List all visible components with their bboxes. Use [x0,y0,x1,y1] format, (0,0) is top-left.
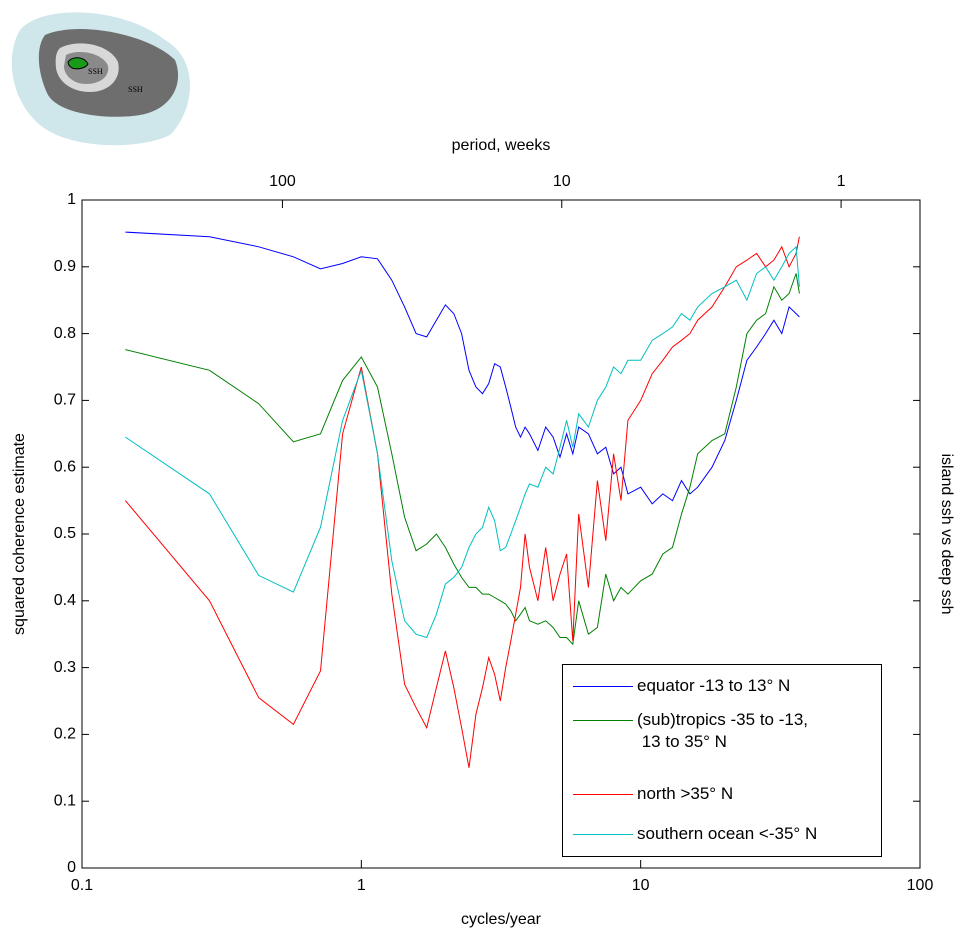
y-tick-label: 0.4 [54,592,76,609]
inset-label: SSH [128,85,143,94]
y-tick-label: 0.1 [54,792,76,809]
x-tick-label: 0.1 [71,877,93,894]
legend-swatch [573,686,633,687]
legend-entry: north >35° N [573,783,733,805]
legend-label: southern ocean <-35° N [637,824,818,843]
x2-tick-label: 10 [553,173,571,190]
x-tick-label: 1 [357,877,366,894]
y2-axis-label: island ssh vs deep ssh [938,454,955,615]
legend-label: (sub)tropics -35 to -13, 13 to 35° N [637,710,809,751]
series-line [125,273,800,646]
y-tick-label: 0.6 [54,458,76,475]
y-tick-label: 0.3 [54,659,76,676]
y-tick-label: 1 [67,191,76,208]
legend-swatch [573,720,633,721]
island [67,57,89,70]
x-tick-label: 100 [907,877,934,894]
x2-axis-label: period, weeks [452,137,551,154]
x2-tick-label: 100 [269,173,296,190]
legend: equator -13 to 13° N (sub)tropics -35 to … [562,664,882,857]
y-axis-label: squared coherence estimate [11,433,28,635]
legend-swatch [573,834,633,835]
y-tick-label: 0.7 [54,392,76,409]
legend-entry: southern ocean <-35° N [573,823,817,845]
x-axis-label: cycles/year [461,911,542,928]
inset-label: SSH [88,67,103,76]
series-line [125,245,800,639]
legend-swatch [573,794,633,795]
series-line [125,236,800,768]
x2-tick-label: 1 [837,173,846,190]
inset-diagram: SSH SSH [11,12,190,146]
series-line [125,231,800,505]
legend-label: north >35° N [637,784,734,803]
legend-entry: equator -13 to 13° N [573,675,790,697]
legend-label: equator -13 to 13° N [637,676,791,695]
y-tick-label: 0.2 [54,726,76,743]
y-tick-label: 0 [67,859,76,876]
y-tick-label: 0.9 [54,258,76,275]
x-tick-label: 10 [632,877,650,894]
legend-entry: (sub)tropics -35 to -13, 13 to 35° N [573,709,808,753]
y-tick-label: 0.8 [54,325,76,342]
y-tick-label: 0.5 [54,525,76,542]
